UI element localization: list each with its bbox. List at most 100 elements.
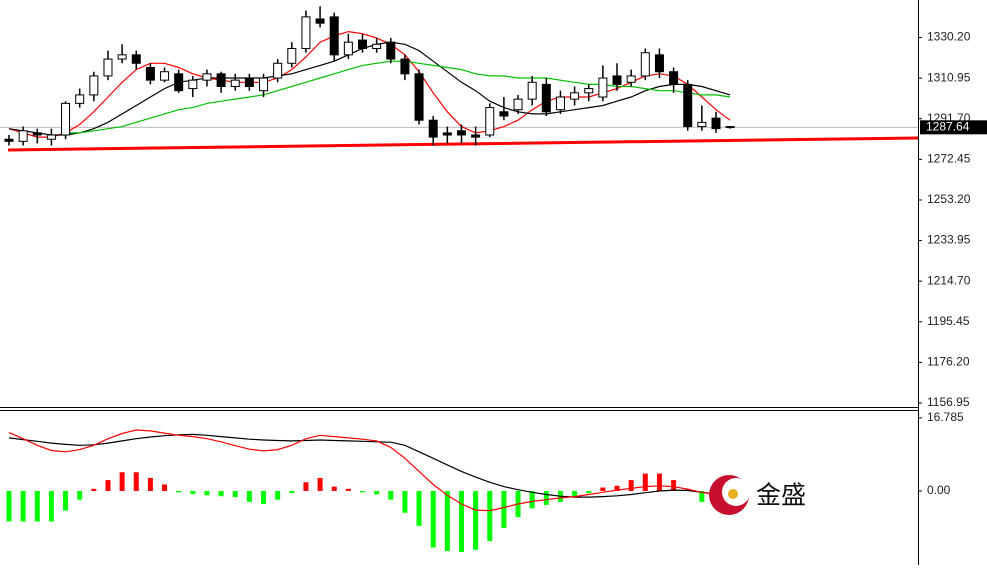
histogram-bar bbox=[345, 488, 351, 491]
candle-body bbox=[400, 58, 410, 75]
trendline bbox=[7, 136, 919, 152]
candle-body bbox=[456, 130, 466, 136]
y-tick-label: 1176.20 bbox=[927, 355, 970, 369]
candle-body bbox=[471, 134, 481, 138]
histogram-bar bbox=[671, 480, 677, 491]
candle-body bbox=[145, 66, 155, 81]
histogram-bar bbox=[543, 490, 549, 505]
indicator-line bbox=[8, 30, 731, 138]
candle-body bbox=[174, 73, 184, 92]
y-tick-label: 1156.95 bbox=[927, 395, 970, 409]
candle-body bbox=[570, 92, 580, 100]
candle-body bbox=[683, 83, 693, 128]
histogram-bar bbox=[133, 472, 139, 491]
candle-body bbox=[273, 62, 283, 79]
histogram-bar bbox=[600, 487, 606, 491]
histogram-bar bbox=[656, 473, 662, 491]
histogram-bar bbox=[176, 490, 182, 493]
candle-body bbox=[527, 81, 537, 100]
logo-icon bbox=[728, 489, 738, 499]
histogram-bar bbox=[303, 482, 309, 491]
histogram-bar bbox=[20, 490, 26, 522]
histogram-bar bbox=[204, 490, 210, 496]
candle-body bbox=[697, 121, 707, 128]
y-tick-label: 1233.95 bbox=[927, 233, 971, 247]
candle-body bbox=[513, 98, 523, 111]
histogram-bar bbox=[699, 490, 705, 502]
histogram-bar bbox=[685, 488, 691, 491]
candle-body bbox=[216, 73, 226, 87]
candle-body bbox=[626, 75, 636, 83]
candle-body bbox=[32, 132, 42, 136]
histogram-bar bbox=[218, 490, 224, 497]
histogram-bar bbox=[642, 473, 648, 491]
candle-body bbox=[555, 96, 565, 111]
candle-body bbox=[4, 138, 14, 142]
candle-body bbox=[75, 94, 85, 104]
candle-body bbox=[329, 16, 339, 56]
histogram-bar bbox=[6, 490, 12, 522]
candle-body bbox=[598, 77, 608, 98]
histogram-bar bbox=[317, 477, 323, 491]
indicator-line bbox=[65, 60, 731, 134]
last-price-label: 1287.64 bbox=[926, 119, 970, 133]
histogram-bar bbox=[374, 490, 380, 495]
candle-body bbox=[612, 75, 622, 85]
candle-body bbox=[541, 83, 551, 113]
histogram-bar bbox=[48, 490, 54, 522]
candle-body bbox=[188, 79, 198, 90]
histogram-bar bbox=[162, 484, 168, 491]
candle-body bbox=[725, 126, 735, 129]
candle-body bbox=[160, 71, 170, 81]
candle-body bbox=[358, 39, 367, 50]
histogram-bar bbox=[63, 490, 69, 511]
y-tick-label: 1214.70 bbox=[927, 273, 971, 287]
y-tick-label: 1253.20 bbox=[927, 192, 971, 206]
histogram-bar bbox=[586, 490, 592, 494]
candle-body bbox=[301, 16, 311, 50]
histogram-bar bbox=[105, 480, 111, 491]
candle-body bbox=[117, 54, 127, 60]
histogram-bar bbox=[416, 490, 422, 526]
histogram-bar bbox=[628, 480, 634, 491]
histogram-bar bbox=[331, 486, 337, 491]
histogram-bar bbox=[487, 490, 493, 542]
histogram-bar bbox=[388, 490, 394, 500]
candle-body bbox=[654, 54, 664, 73]
histogram-bar bbox=[261, 490, 267, 505]
candle-body bbox=[259, 77, 269, 92]
y-tick-label: 1272.45 bbox=[927, 152, 971, 166]
candle-body bbox=[442, 132, 452, 136]
histogram-bar bbox=[190, 490, 196, 495]
candle-body bbox=[131, 54, 141, 64]
candle-body bbox=[343, 41, 353, 56]
logo: 金盛 bbox=[709, 475, 806, 515]
y-tick-label: 1195.45 bbox=[927, 314, 970, 328]
candle-body bbox=[711, 117, 721, 130]
candle-body bbox=[499, 111, 509, 117]
indicator-line bbox=[8, 433, 717, 498]
histogram-bar bbox=[529, 490, 535, 509]
candle-body bbox=[485, 107, 495, 136]
candle-body bbox=[46, 134, 56, 140]
histogram-bar bbox=[614, 485, 620, 491]
histogram-bar bbox=[275, 490, 281, 500]
histogram-bar bbox=[360, 490, 365, 493]
candle-body bbox=[230, 79, 240, 87]
candle-body bbox=[414, 73, 424, 121]
watermark: 金盛 bbox=[756, 482, 806, 510]
candle-body bbox=[315, 18, 325, 24]
candle-body bbox=[372, 43, 382, 50]
histogram-bar bbox=[402, 490, 408, 513]
histogram-bar bbox=[572, 490, 578, 498]
candle-body bbox=[669, 71, 679, 85]
candle-body bbox=[202, 73, 212, 81]
y-tick-label: 16.785 bbox=[927, 410, 964, 424]
histogram-bar bbox=[246, 490, 252, 502]
indicator-line bbox=[8, 429, 717, 512]
candle-body bbox=[18, 130, 28, 142]
candle-body bbox=[428, 119, 438, 138]
candle-body bbox=[287, 48, 297, 64]
